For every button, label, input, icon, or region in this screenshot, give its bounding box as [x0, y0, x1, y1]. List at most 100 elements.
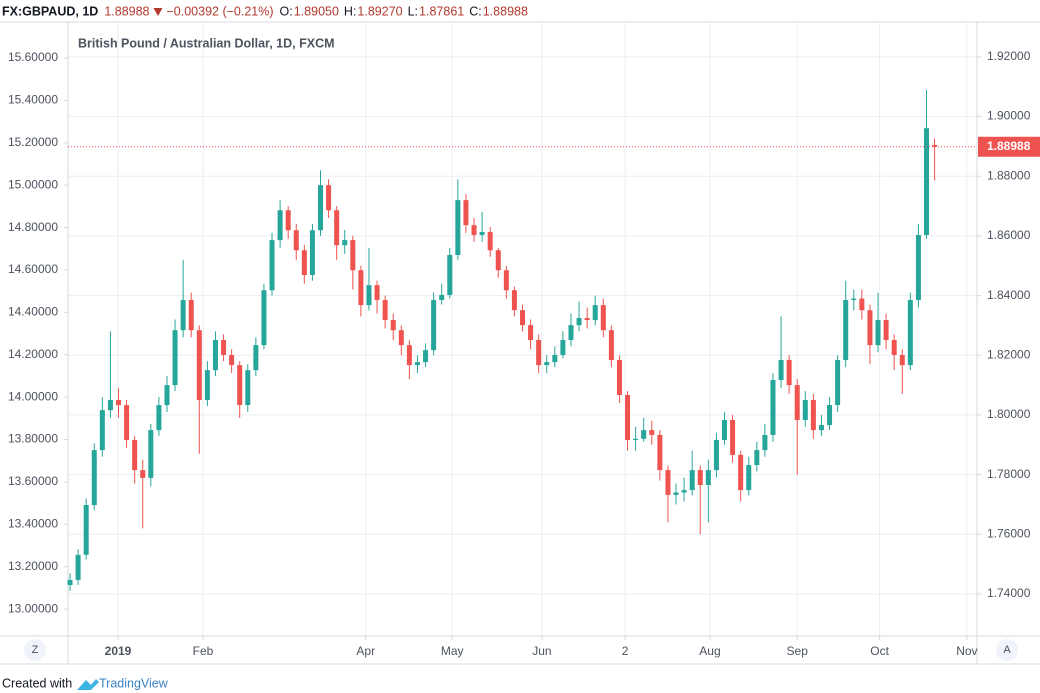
candle-body — [818, 425, 824, 431]
zoom-button[interactable] — [24, 639, 46, 661]
x-tick-label: May — [441, 644, 464, 658]
y2-tick-label: 15.20000 — [8, 135, 58, 149]
candle-body — [923, 128, 930, 236]
x-tick-label: 2019 — [105, 644, 132, 658]
candle-body — [843, 300, 849, 361]
candle-body — [625, 394, 631, 440]
x-tick-label: 2 — [622, 644, 629, 658]
candle-body — [229, 354, 235, 366]
candle-body — [91, 450, 97, 506]
candle-body — [439, 294, 445, 301]
y-tick-label: 1.86000 — [987, 228, 1031, 242]
candle-body — [641, 430, 647, 439]
candle-body — [423, 350, 429, 363]
candle-body — [495, 250, 501, 271]
y-tick-label: 1.84000 — [987, 288, 1031, 302]
candle-body — [584, 317, 590, 321]
candle-body — [568, 325, 574, 341]
candle-body — [148, 430, 154, 478]
auto-button-label[interactable]: A — [1003, 644, 1011, 656]
x-tick-label: Sep — [787, 644, 809, 658]
down-arrow — [153, 8, 163, 16]
candle-body — [544, 362, 550, 366]
candle-body — [140, 470, 146, 478]
candle-body — [374, 285, 380, 301]
candle-body — [124, 405, 130, 440]
y-tick-label: 1.76000 — [987, 526, 1031, 540]
candle-body — [253, 345, 259, 371]
ohlc-label: O: — [280, 4, 293, 18]
candle-body — [447, 255, 453, 295]
candle-body — [406, 345, 412, 366]
candle-body — [358, 270, 364, 306]
candle-body — [705, 470, 711, 486]
candle-body — [528, 325, 534, 341]
candle-body — [633, 438, 639, 440]
x-tick-label: Nov — [956, 644, 977, 658]
y2-tick-label: 14.00000 — [8, 389, 58, 403]
ohlc-value: 1.87861 — [419, 4, 464, 18]
candle-body — [261, 290, 267, 346]
candle-body — [738, 454, 744, 491]
candle-body — [463, 200, 469, 226]
candle-body — [390, 320, 396, 331]
brand-logo — [77, 679, 99, 690]
candle-body — [697, 470, 703, 486]
candle-body — [649, 430, 655, 435]
chart-title: British Pound / Australian Dollar, 1D, F… — [78, 36, 335, 50]
x-tick-label: Oct — [870, 644, 889, 658]
candle-body — [932, 144, 938, 147]
candle-body — [762, 434, 768, 451]
candle-body — [212, 340, 218, 371]
ohlc-value: 1.88988 — [483, 4, 528, 18]
candle-body — [576, 317, 582, 326]
candle-body — [366, 285, 372, 306]
candle-body — [132, 439, 138, 471]
candle-body — [180, 300, 186, 331]
y2-tick-label: 15.40000 — [8, 93, 58, 107]
y2-tick-label: 13.20000 — [8, 559, 58, 573]
ohlc-label: C: — [469, 4, 482, 18]
y2-tick-label: 13.80000 — [8, 432, 58, 446]
zoom-button-label[interactable]: Z — [32, 644, 39, 656]
candle-body — [196, 330, 202, 401]
x-tick-label: Jun — [532, 644, 551, 658]
footer-prefix: Created with — [2, 676, 72, 690]
candle-body — [552, 354, 558, 363]
candle-body — [107, 400, 113, 411]
y2-tick-label: 14.40000 — [8, 305, 58, 319]
candle-body — [67, 579, 73, 585]
candle-body — [665, 470, 671, 495]
candle-body — [891, 340, 897, 355]
footer-brand[interactable]: TradingView — [99, 676, 169, 690]
candle-body — [810, 400, 816, 431]
candle-body — [794, 385, 800, 420]
y2-tick-label: 14.60000 — [8, 262, 58, 276]
candle-body — [317, 185, 324, 231]
candle-body — [592, 305, 598, 321]
y2-tick-label: 14.80000 — [8, 220, 58, 234]
candle-body — [83, 505, 89, 555]
candle-body — [827, 405, 833, 426]
candle-body — [285, 210, 291, 231]
ohlc-label: L: — [408, 4, 418, 18]
candle-body — [673, 492, 679, 495]
candle-body — [511, 290, 517, 311]
candle-body — [721, 419, 728, 440]
candle-body — [237, 365, 243, 406]
auto-button[interactable] — [996, 639, 1018, 661]
candle-body — [221, 340, 227, 355]
y2-tick-label: 13.40000 — [8, 516, 58, 530]
y-tick-label: 1.90000 — [987, 109, 1031, 123]
candle-body — [431, 300, 437, 351]
candle-body — [681, 490, 687, 493]
y-tick-label: 1.80000 — [987, 407, 1031, 421]
candle-body — [156, 405, 162, 431]
candle-body — [269, 240, 275, 291]
y2-tick-label: 15.00000 — [8, 177, 58, 191]
y2-tick-label: 15.60000 — [8, 50, 58, 64]
candle-body — [689, 470, 695, 491]
candle-body — [309, 230, 315, 275]
candle-body — [746, 465, 752, 491]
